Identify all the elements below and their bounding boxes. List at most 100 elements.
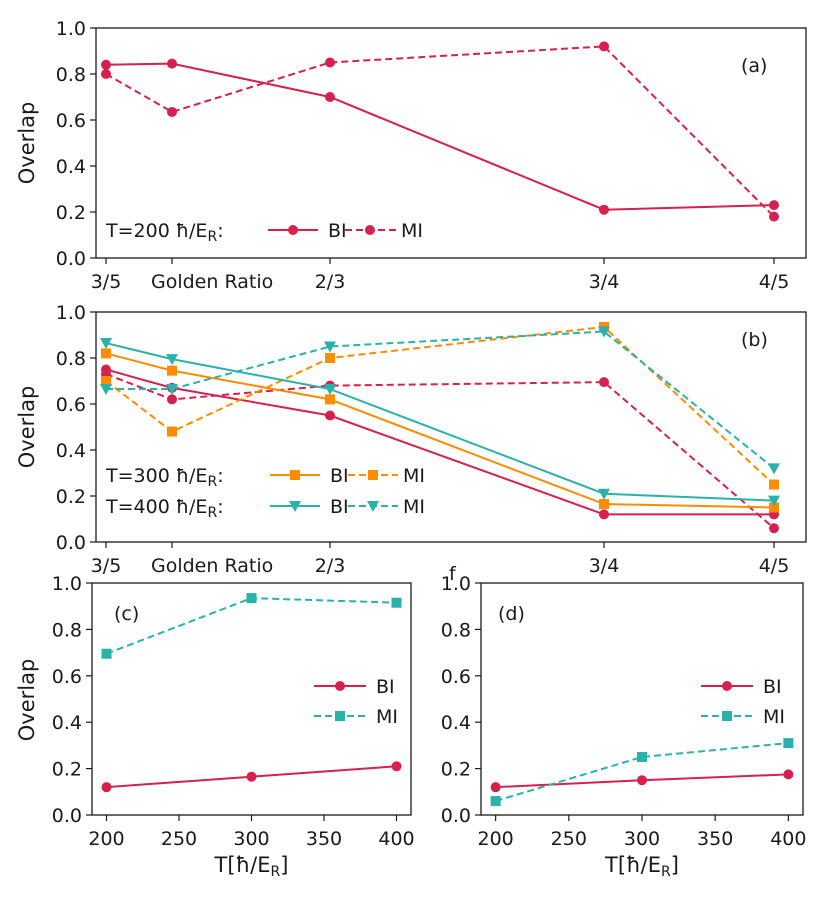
legend-label-b-BI: BI [330, 496, 349, 518]
x-tick-label-d: 300 [624, 828, 660, 850]
data-point-b-MI [769, 523, 779, 534]
panel-c: 0.0 0.2 0.4 0.6 0.8 1.0 200 250 300 350 400 T[ħ/ER]… [15, 573, 415, 880]
data-point-b-BI [100, 338, 112, 350]
legend-prefix-a-suffix: : [217, 220, 223, 242]
y-tick-label-d: 0.2 [441, 759, 471, 781]
y-tick-label-d: 0.4 [441, 712, 471, 734]
data-point-a-MI [769, 211, 779, 222]
x-tick-label-d: 250 [551, 828, 587, 850]
data-point-b-BI [599, 509, 609, 520]
legend-label-a-MI: MI [401, 220, 423, 242]
y-tick-label-b: 0.2 [56, 486, 86, 508]
legend-label-d-MI: MI [763, 706, 785, 728]
data-point-b-BI [325, 410, 335, 421]
x-tick-label-a: 3/4 [589, 271, 620, 293]
x-tick-label-b: 2/3 [315, 555, 346, 577]
x-tick-label-b: 4/5 [759, 555, 790, 577]
data-point-a-MI [325, 57, 335, 68]
legend-prefix-b-0-suffix: : [217, 465, 223, 487]
data-point-b-MI [768, 463, 780, 475]
x-tick-label-a: Golden Ratio [151, 271, 273, 293]
y-axis-label-c: Overlap [15, 659, 39, 742]
x-axis-label-d-main: T[ħ/E [604, 853, 661, 877]
legend-marker-a-BI [288, 225, 298, 235]
data-point-b-MI [167, 426, 177, 437]
legend-prefix-b-1: T=400 ħ/ER: [105, 496, 224, 521]
series-line-c-MI [106, 597, 397, 655]
legend-marker-d-MI [722, 711, 732, 721]
legend-marker-c-MI [335, 711, 345, 721]
data-point-b-MI [167, 394, 177, 405]
data-point-b-MI [100, 384, 112, 396]
y-tick-label-c: 0.4 [52, 712, 82, 734]
legend-label-c-MI: MI [376, 706, 398, 728]
y-tick-label-c: 0.2 [52, 759, 82, 781]
y-tick-label-b: 0.0 [56, 532, 86, 554]
panel-label-b: (b) [741, 329, 768, 351]
x-tick-label-c: 200 [88, 828, 124, 850]
legend-marker-b-MI [367, 501, 379, 512]
x-axis-label-c: T[ħ/ER] [214, 853, 289, 880]
y-tick-label-a: 0.4 [56, 156, 86, 178]
y-tick-label-a: 0.6 [56, 110, 86, 132]
series-line-b-MI [105, 373, 775, 529]
data-point-b-BI [325, 394, 335, 405]
legend-label-b-BI: BI [330, 465, 349, 487]
legend-prefix-a-sub: R [207, 229, 217, 245]
panel-label-a: (a) [741, 55, 767, 77]
y-tick-label-a: 0.2 [56, 202, 86, 224]
legend-label-d-BI: BI [763, 676, 782, 698]
data-point-d-MI [783, 738, 794, 749]
data-point-b-BI [324, 384, 336, 396]
y-tick-label-d: 0.0 [441, 805, 471, 827]
y-tick-label-d: 0.8 [441, 619, 471, 641]
data-point-a-MI [599, 41, 609, 52]
x-axis-label-d-suffix: ] [671, 853, 679, 877]
data-point-b-BI [599, 499, 609, 510]
panel-label-c: (c) [114, 603, 139, 625]
x-axis-label-c-suffix: ] [280, 853, 288, 877]
data-point-d-BI [783, 769, 794, 780]
data-point-a-MI [167, 106, 177, 117]
data-point-b-MI [599, 377, 609, 388]
y-axis-label-b: Overlap [15, 386, 39, 469]
data-point-b-MI [101, 376, 111, 386]
x-tick-label-a: 2/3 [315, 271, 346, 293]
y-tick-label-d: 0.6 [441, 666, 471, 688]
data-point-a-BI [769, 200, 779, 211]
data-point-b-BI [768, 495, 780, 507]
x-tick-label-d: 350 [697, 828, 733, 850]
axes-frame-b [95, 311, 807, 543]
data-point-b-BI [166, 354, 178, 366]
data-point-b-BI [167, 365, 177, 376]
data-point-b-MI [166, 384, 178, 396]
data-point-a-BI [599, 204, 609, 215]
legend-prefix-b-1-sub: R [207, 505, 217, 521]
legend-label-b-MI: MI [403, 465, 425, 487]
data-point-b-MI [324, 341, 336, 353]
legend-prefix-b-0: T=300 ħ/ER: [105, 465, 224, 490]
y-axis-label-a: Overlap [15, 102, 39, 185]
panel-d: 0.0 0.2 0.4 0.6 0.8 1.0 200 250 300 350 400 T[ħ/ER]… [441, 573, 807, 880]
data-point-b-BI [769, 502, 779, 513]
y-tick-label-c: 1.0 [52, 573, 82, 595]
x-tick-label-d: 400 [770, 828, 806, 850]
x-axis-label-d: T[ħ/ER] [604, 853, 679, 880]
series-line-d-MI [495, 742, 789, 803]
y-tick-label-b: 0.6 [56, 394, 86, 416]
legend-prefix-b-0-main: T=300 ħ/E [105, 465, 207, 487]
y-tick-label-b: 0.4 [56, 440, 86, 462]
data-point-b-BI [598, 488, 610, 500]
data-point-a-BI [325, 92, 335, 102]
legend-prefix-b-1-suffix: : [217, 496, 223, 518]
x-axis-label-c-main: T[ħ/E [214, 853, 271, 877]
stray-f-label: f [449, 563, 457, 585]
y-tick-label-a: 1.0 [56, 18, 86, 40]
legend-label-a-BI: BI [328, 220, 347, 242]
data-point-c-MI [101, 648, 112, 659]
legend-marker-c-BI [335, 681, 345, 691]
series-line-b-MI [106, 330, 775, 470]
data-point-d-MI [637, 752, 647, 762]
x-tick-label-a: 4/5 [759, 271, 790, 293]
